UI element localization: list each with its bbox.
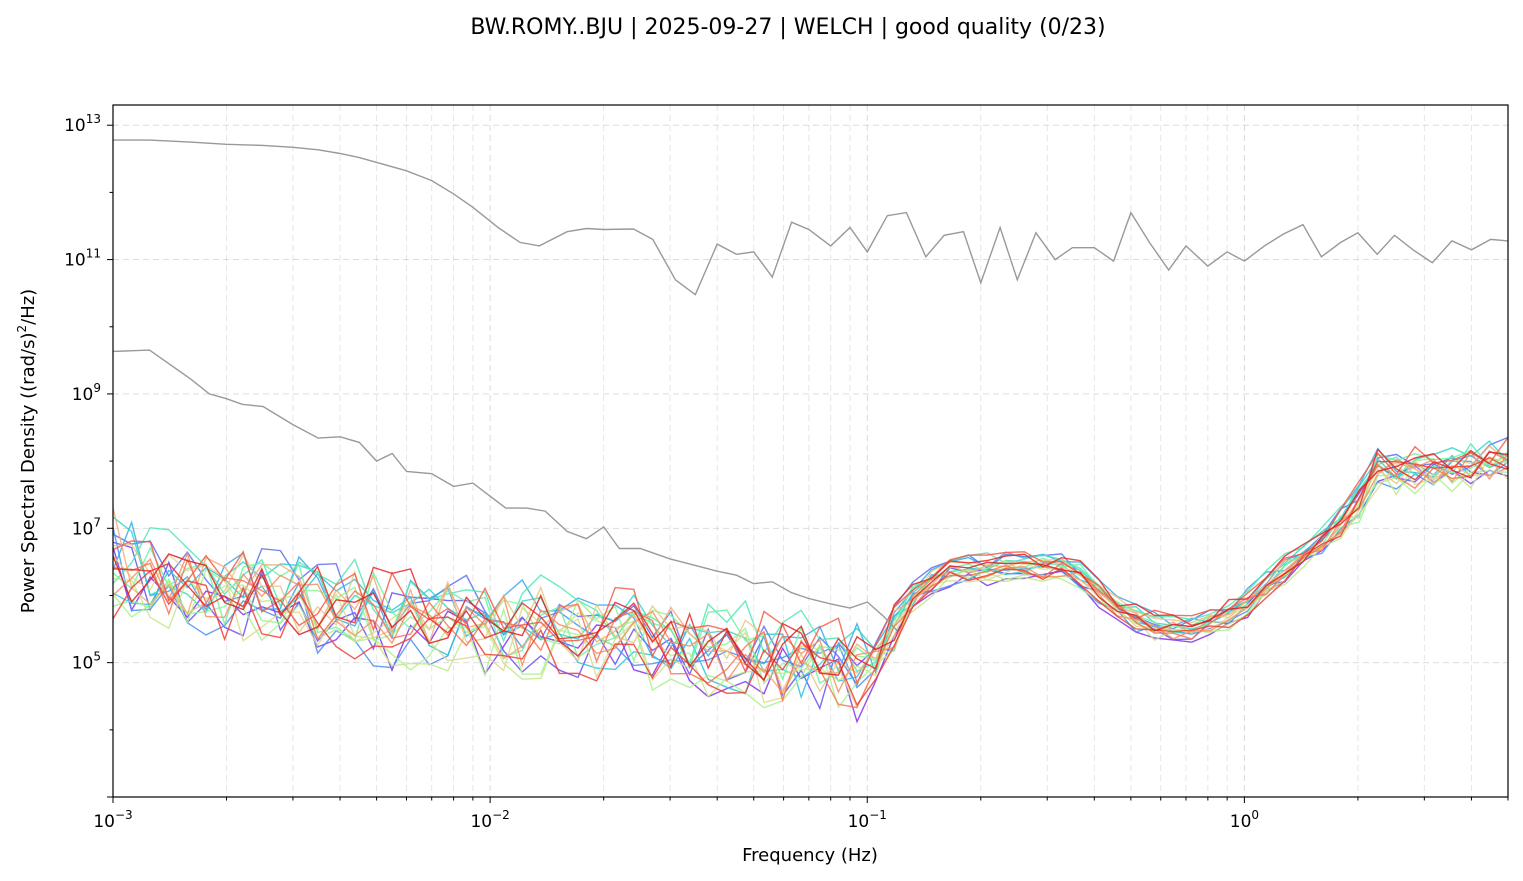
- x-tick-label-base: 10: [470, 812, 492, 832]
- y-tick-label: 1011: [64, 247, 101, 271]
- x-tick-label-exp: −1: [869, 808, 887, 822]
- y-tick-label-exp: 9: [93, 381, 101, 395]
- y-tick-label-base: 10: [72, 385, 94, 405]
- y-tick-label-exp: 11: [86, 247, 101, 261]
- y-tick-label: 105: [72, 650, 101, 674]
- psd-series-line: [113, 456, 1508, 698]
- plot-frame: [112, 104, 1509, 798]
- psd-series-line: [113, 460, 1508, 693]
- y-tick-label: 1013: [64, 112, 101, 136]
- y-tick-label-exp: 7: [93, 515, 101, 529]
- x-tick-label: 10−1: [848, 808, 887, 832]
- y-axis-label: Power Spectral Density ((rad/s)2/Hz): [15, 289, 39, 613]
- psd-series-line: [113, 445, 1508, 694]
- psd-series-line: [113, 436, 1508, 685]
- psd-series-line: [113, 457, 1508, 707]
- y-tick-label-base: 10: [64, 251, 86, 271]
- x-tick-label: 10−2: [470, 808, 509, 832]
- y-tick-label: 107: [72, 515, 101, 539]
- gray-reference-series-line: [113, 139, 1508, 296]
- y-tick-label-base: 10: [64, 116, 86, 136]
- x-tick-label-base: 10: [1230, 812, 1252, 832]
- chart-title: BW.ROMY..BJU | 2025-09-27 | WELCH | good…: [470, 15, 1105, 40]
- x-tick-label-exp: 0: [1251, 808, 1259, 822]
- y-tick-label-exp: 13: [86, 112, 101, 126]
- y-tick-label-base: 10: [72, 519, 94, 539]
- gray-reference-series-line: [113, 349, 898, 632]
- x-tick-label-base: 10: [848, 812, 870, 832]
- psd-series-line: [113, 451, 1508, 681]
- psd-series-line: [113, 450, 1508, 709]
- x-tick-label-exp: −3: [115, 808, 133, 822]
- x-tick-label: 100: [1230, 808, 1259, 832]
- grid-lines: [112, 105, 1509, 798]
- y-tick-label-exp: 5: [93, 650, 101, 664]
- x-tick-label-base: 10: [93, 812, 115, 832]
- x-tick-label-exp: −2: [492, 808, 510, 822]
- y-axis-label-tail: /Hz): [18, 289, 39, 325]
- x-tick-label: 10−3: [93, 808, 132, 832]
- y-tick-label-base: 10: [72, 654, 94, 674]
- y-tick-label: 109: [72, 381, 101, 405]
- y-axis-label-sup: 2: [15, 325, 29, 333]
- series-lines: [113, 139, 1508, 724]
- x-axis-label: Frequency (Hz): [742, 845, 878, 866]
- y-axis-label-main: Power Spectral Density ((rad/s): [18, 333, 39, 614]
- psd-series-line: [113, 442, 1508, 673]
- psd-series-line: [113, 448, 1508, 682]
